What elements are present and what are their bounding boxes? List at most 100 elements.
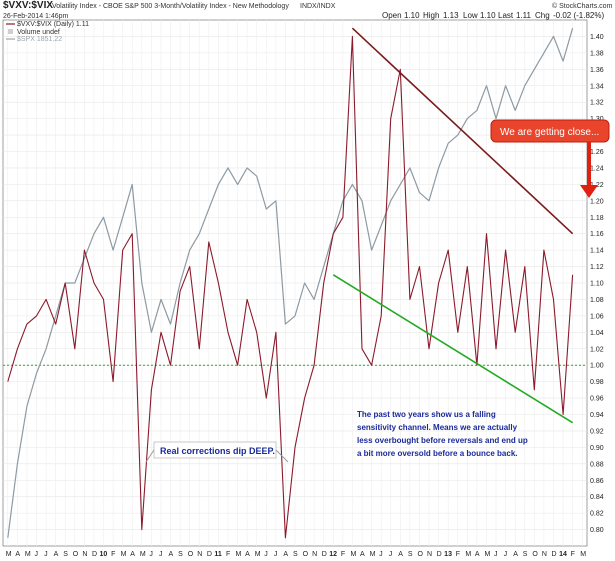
- y-tick-label: 1.02: [590, 346, 604, 353]
- legend-volume: Volume undef: [17, 29, 60, 36]
- header-bar: [0, 0, 615, 20]
- chg-label: Chg: [535, 11, 550, 20]
- callout-box: [490, 119, 610, 143]
- x-tick-label: N: [542, 551, 547, 558]
- x-tick-label: M: [255, 551, 261, 558]
- y-tick-label: 0.86: [590, 478, 604, 485]
- y-tick-label: 1.08: [590, 297, 604, 304]
- x-tick-label: A: [360, 551, 365, 558]
- x-tick-label: M: [484, 551, 490, 558]
- quote-bar: Open 1.10 High 1.13 Low 1.10 Last 1.11 C…: [382, 11, 604, 20]
- y-tick-label: 1.12: [590, 264, 604, 271]
- x-tick-label: A: [475, 551, 480, 558]
- low-label: Low: [463, 11, 478, 20]
- x-tick-label: J: [149, 551, 153, 558]
- x-tick-label: M: [370, 551, 376, 558]
- x-tick-label: O: [188, 551, 194, 558]
- corrections-text: Real corrections dip DEEP.: [160, 446, 275, 456]
- x-tick-label: F: [111, 551, 115, 558]
- x-tick-label: J: [494, 551, 498, 558]
- chart-date: 26-Feb-2014 1:46pm: [3, 13, 69, 20]
- last-label: Last: [498, 11, 514, 20]
- trendline-lower: [332, 274, 574, 424]
- y-tick-label: 1.36: [590, 67, 604, 74]
- x-tick-label: J: [504, 551, 508, 558]
- high-value: 1.13: [443, 11, 459, 20]
- legend-ratio: $VXV:$VIX (Daily) 1.11: [17, 21, 89, 28]
- x-tick-label: A: [54, 551, 59, 558]
- y-tick-label: 1.18: [590, 215, 604, 222]
- x-tick-label: D: [551, 551, 556, 558]
- y-tick-label: 1.32: [590, 100, 604, 107]
- last-value: 1.11: [516, 11, 532, 20]
- open-value: 1.10: [404, 11, 420, 20]
- y-tick-label: 1.16: [590, 231, 604, 238]
- corrections-annotation: Real corrections dip DEEP.: [145, 441, 289, 463]
- ratio-line: [7, 35, 574, 539]
- callout-text: We are getting close...: [500, 127, 599, 138]
- channel-note-line-3: less overbought before reversals and end…: [357, 436, 528, 445]
- x-tick-label: N: [312, 551, 317, 558]
- x-tick-label: O: [417, 551, 423, 558]
- y-tick-label: 1.34: [590, 83, 604, 90]
- series-layer: [7, 28, 574, 539]
- x-tick-label: 10: [100, 551, 108, 558]
- x-tick-label: A: [15, 551, 20, 558]
- x-tick-label: J: [274, 551, 278, 558]
- x-tick-label: A: [169, 551, 174, 558]
- x-tick-label: D: [207, 551, 212, 558]
- y-tick-label: 1.20: [590, 198, 604, 205]
- trendline-layer: [332, 27, 574, 424]
- x-tick-label: O: [532, 551, 538, 558]
- x-tick-label: 13: [444, 551, 452, 558]
- chg-value: -0.02 (-1.82%): [553, 11, 604, 20]
- x-tick-label: O: [303, 551, 309, 558]
- chart-symbol: $VXV:$VIX: [3, 0, 53, 11]
- y-tick-label: 1.26: [590, 149, 604, 156]
- corrections-leader-right: [275, 449, 289, 463]
- x-tick-label: M: [465, 551, 471, 558]
- x-tick-label: J: [264, 551, 268, 558]
- y-tick-label: 1.40: [590, 34, 604, 41]
- x-axis: M A M J J A S O N D 10 F M A M J J A S O N D 11 F M A M J J A S O N D 12 F M…: [6, 551, 586, 558]
- callout-group: We are getting close...: [490, 119, 610, 198]
- x-tick-label: J: [159, 551, 163, 558]
- x-tick-label: S: [293, 551, 298, 558]
- corrections-leader-left: [145, 449, 155, 463]
- x-tick-label: D: [437, 551, 442, 558]
- low-value: 1.10: [480, 11, 496, 20]
- x-tick-label: N: [82, 551, 87, 558]
- y-tick-label: 0.82: [590, 511, 604, 518]
- x-tick-label: J: [379, 551, 383, 558]
- x-tick-label: 12: [329, 551, 337, 558]
- y-tick-label: 1.00: [590, 363, 604, 370]
- x-tick-label: M: [121, 551, 127, 558]
- channel-note-line-2: sensitivity channel. Means we are actual…: [357, 423, 518, 432]
- x-tick-label: F: [456, 551, 460, 558]
- channel-note: The past two years show us a falling sen…: [357, 410, 528, 458]
- x-tick-label: M: [580, 551, 586, 558]
- x-tick-label: J: [44, 551, 48, 558]
- x-tick-label: A: [398, 551, 403, 558]
- x-tick-label: S: [408, 551, 413, 558]
- y-tick-label: 0.88: [590, 461, 604, 468]
- y-axis: 0.80 0.82 0.84 0.86 0.88 0.90 0.92 0.94 0.96 0.98…: [590, 34, 604, 534]
- x-tick-label: J: [389, 551, 393, 558]
- open-label: Open: [382, 11, 402, 20]
- stockcharts-credit: © StockCharts.com: [552, 2, 613, 10]
- x-tick-label: M: [25, 551, 31, 558]
- x-tick-label: A: [245, 551, 250, 558]
- x-tick-label: F: [571, 551, 575, 558]
- legend-spx: $SPX 1851.22: [17, 36, 62, 43]
- y-tick-label: 0.84: [590, 494, 604, 501]
- x-tick-label: F: [226, 551, 230, 558]
- y-tick-label: 1.10: [590, 281, 604, 288]
- x-tick-label: O: [73, 551, 79, 558]
- x-tick-label: D: [322, 551, 327, 558]
- x-tick-label: 14: [559, 551, 567, 558]
- y-tick-label: 1.04: [590, 330, 604, 337]
- channel-note-line-4: a bit more oversold before a bounce back…: [357, 449, 518, 458]
- high-label: High: [423, 11, 439, 20]
- chart-description: Volatility Index - CBOE S&P 500 3-Month/…: [52, 3, 289, 10]
